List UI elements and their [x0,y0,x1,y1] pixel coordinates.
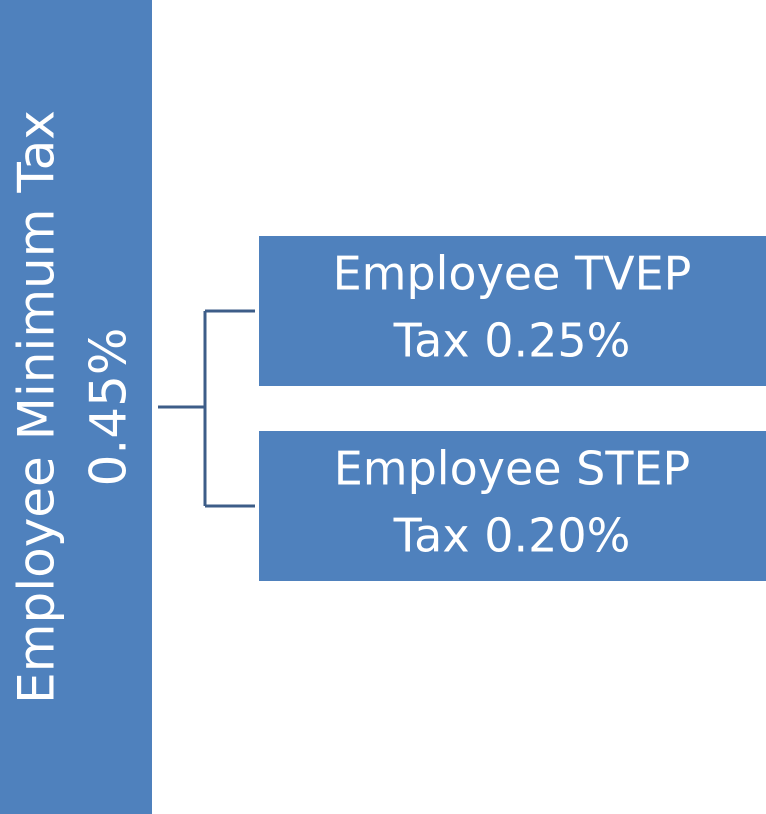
child-node [259,236,766,386]
child-line: Tax 0.25% [393,314,631,368]
root-label: Employee Minimum Tax 0.45% [8,110,138,704]
connector [158,309,255,508]
child-node [259,431,766,581]
child-line: Employee TVEP [333,247,692,301]
root-node [0,0,152,814]
child-line: Tax 0.20% [393,509,631,563]
child-line: Employee STEP [334,442,691,496]
root-line: 0.45% [80,328,138,487]
root-line: Employee Minimum Tax [8,110,66,704]
